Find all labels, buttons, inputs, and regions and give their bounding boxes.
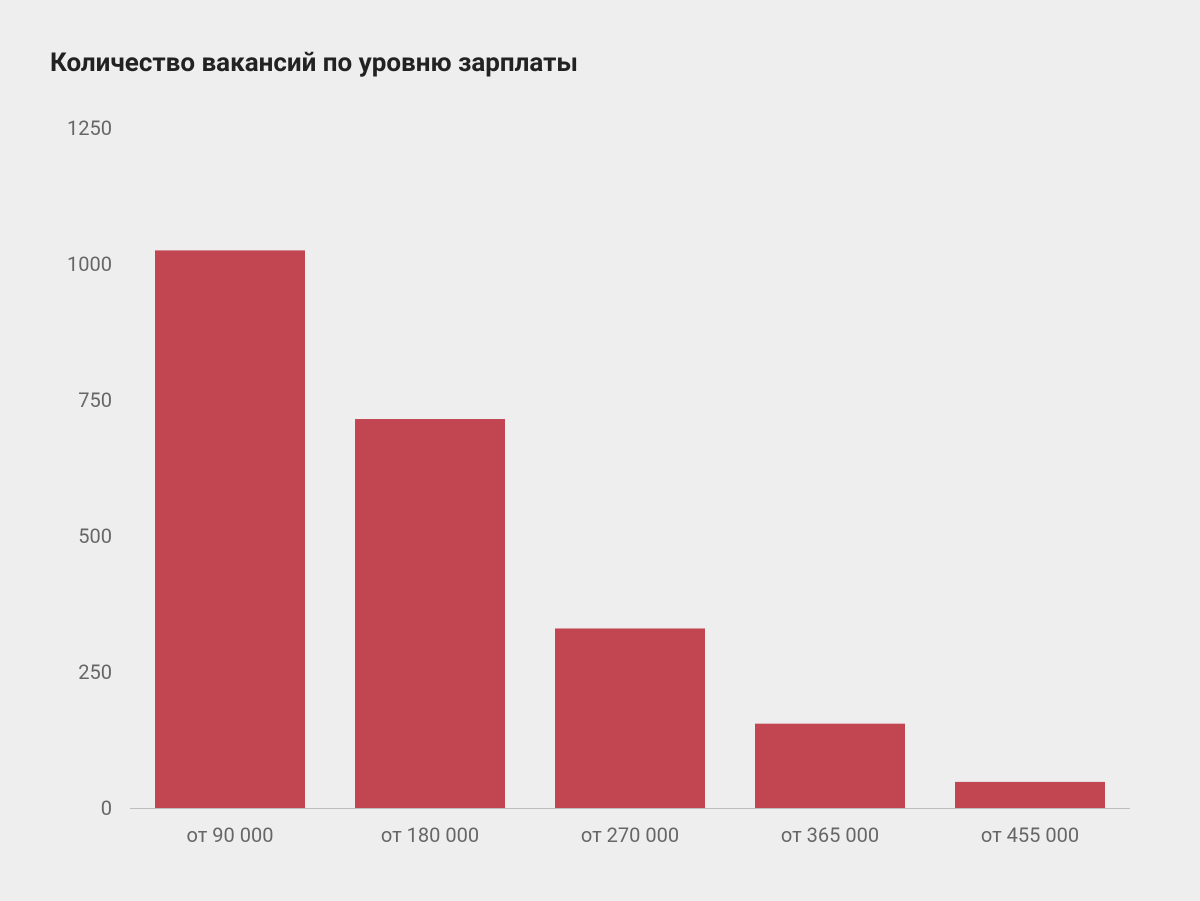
svg-text:500: 500 xyxy=(78,524,112,548)
svg-text:от 180 000: от 180 000 xyxy=(381,823,479,847)
bar xyxy=(155,250,305,808)
svg-text:0: 0 xyxy=(101,796,112,820)
bar-chart-svg: 0 250 500 750 1000 1250 от 90 000 от 180 000 от … xyxy=(50,108,1150,878)
chart-container: Количество вакансий по уровню зарплаты 0… xyxy=(0,0,1200,901)
svg-text:750: 750 xyxy=(78,388,112,412)
bar xyxy=(755,724,905,808)
svg-text:от 365 000: от 365 000 xyxy=(781,823,879,847)
bar xyxy=(555,628,705,808)
bar xyxy=(355,419,505,808)
svg-text:1250: 1250 xyxy=(67,116,112,140)
chart-plot-area: 0 250 500 750 1000 1250 от 90 000 от 180 000 от … xyxy=(50,108,1150,878)
svg-text:1000: 1000 xyxy=(67,252,112,276)
svg-text:от 270 000: от 270 000 xyxy=(581,823,679,847)
chart-title: Количество вакансий по уровню зарплаты xyxy=(50,48,1150,78)
svg-text:от 455 000: от 455 000 xyxy=(981,823,1079,847)
svg-text:от 90 000: от 90 000 xyxy=(187,823,274,847)
bar xyxy=(955,782,1105,808)
svg-text:250: 250 xyxy=(78,660,112,684)
